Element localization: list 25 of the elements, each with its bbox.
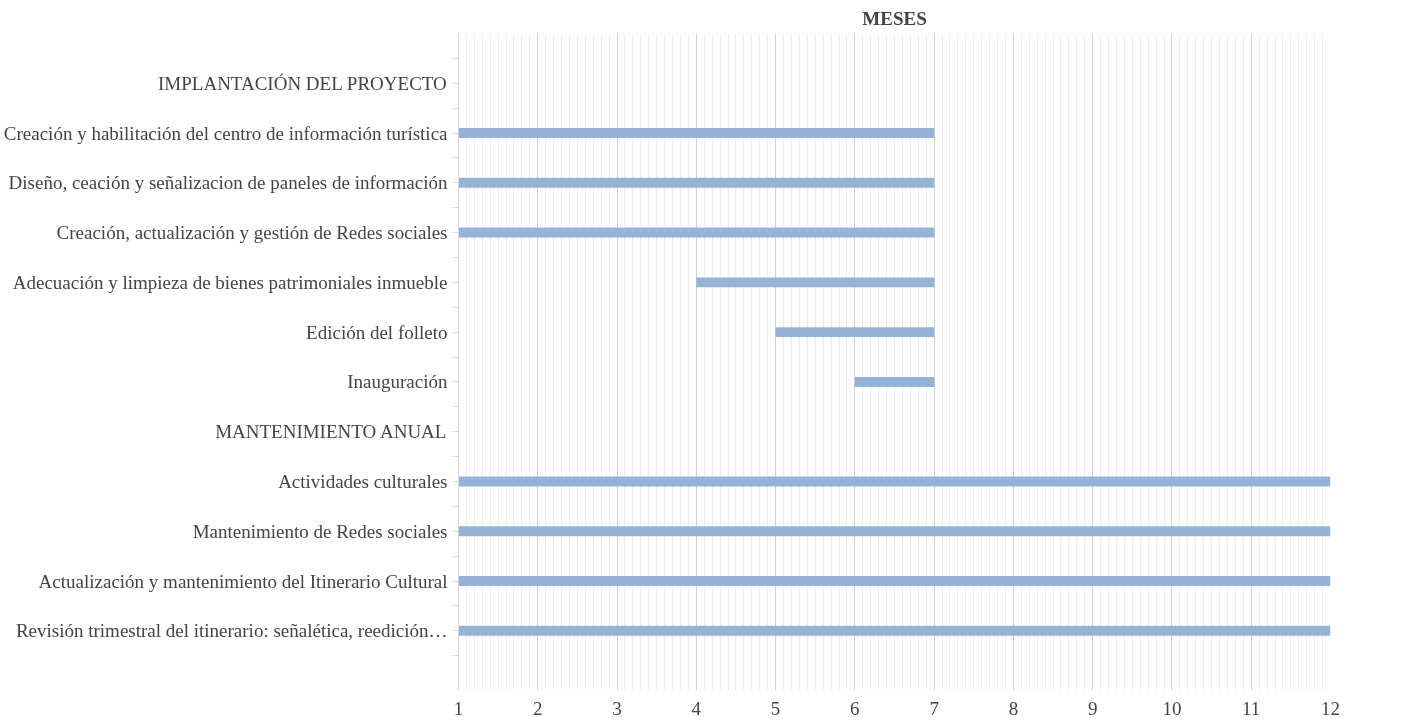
x-tick-label: 5 (770, 697, 781, 719)
x-tick-label: 6 (850, 697, 860, 719)
x-tick-label: 1 (453, 697, 464, 719)
x-tick-label: 12 (1321, 697, 1340, 719)
x-tick-label: 2 (533, 697, 543, 719)
x-tick-label: 4 (691, 697, 702, 719)
x-tick-label: 11 (1242, 697, 1261, 719)
y-tick-label: Actividades culturales (278, 470, 448, 492)
y-tick-label: Revisión trimestral del itinerario: señalética, reedición… (15, 620, 448, 642)
x-tick-label: 8 (1008, 697, 1019, 719)
x-tick-label: 10 (1162, 697, 1182, 719)
y-tick-label: Diseño, ceación y señalizacion de paneles de información (8, 172, 448, 194)
y-tick-label: Edición del folleto (306, 321, 448, 343)
y-tick-label: Creación, actualización y gestión de Redes sociales (56, 222, 448, 244)
x-tick-label: 3 (612, 697, 622, 719)
y-tick-label: Mantenimiento de Redes sociales (192, 520, 448, 542)
y-tick-label: MANTENIMIENTO ANUAL (215, 421, 447, 443)
x-tick-label: 9 (1087, 697, 1098, 719)
y-tick-label: Adecuación y limpieza de bienes patrimoniales inmueble (12, 271, 448, 293)
y-tick-label: Inauguración (347, 371, 448, 393)
x-tick-label: 7 (929, 697, 939, 719)
y-tick-label: Creación y habilitación del centro de información turística (3, 122, 449, 144)
chart-title: MESES (862, 7, 927, 29)
y-tick-label: Actualización y mantenimiento del Itinerario Cultural (38, 570, 448, 592)
y-tick-label: IMPLANTACIÓN DEL PROYECTO (158, 72, 447, 94)
